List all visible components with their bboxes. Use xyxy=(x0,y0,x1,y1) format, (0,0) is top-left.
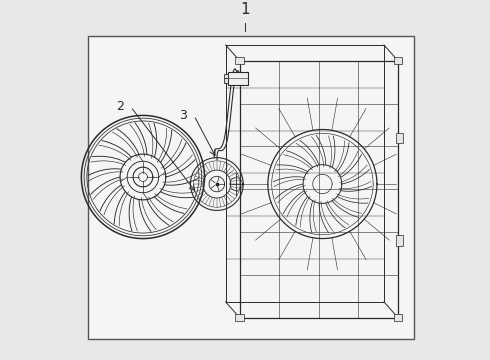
Bar xyxy=(224,73,228,78)
Bar xyxy=(396,132,403,143)
Bar xyxy=(88,36,414,339)
Bar xyxy=(394,314,402,321)
Text: 3: 3 xyxy=(179,109,187,122)
Bar xyxy=(394,57,402,64)
Bar xyxy=(396,235,403,246)
Bar xyxy=(236,314,244,321)
Bar xyxy=(228,72,247,85)
Bar xyxy=(236,57,244,64)
Text: 2: 2 xyxy=(116,100,123,113)
Bar xyxy=(224,78,228,84)
Text: 1: 1 xyxy=(240,2,250,17)
